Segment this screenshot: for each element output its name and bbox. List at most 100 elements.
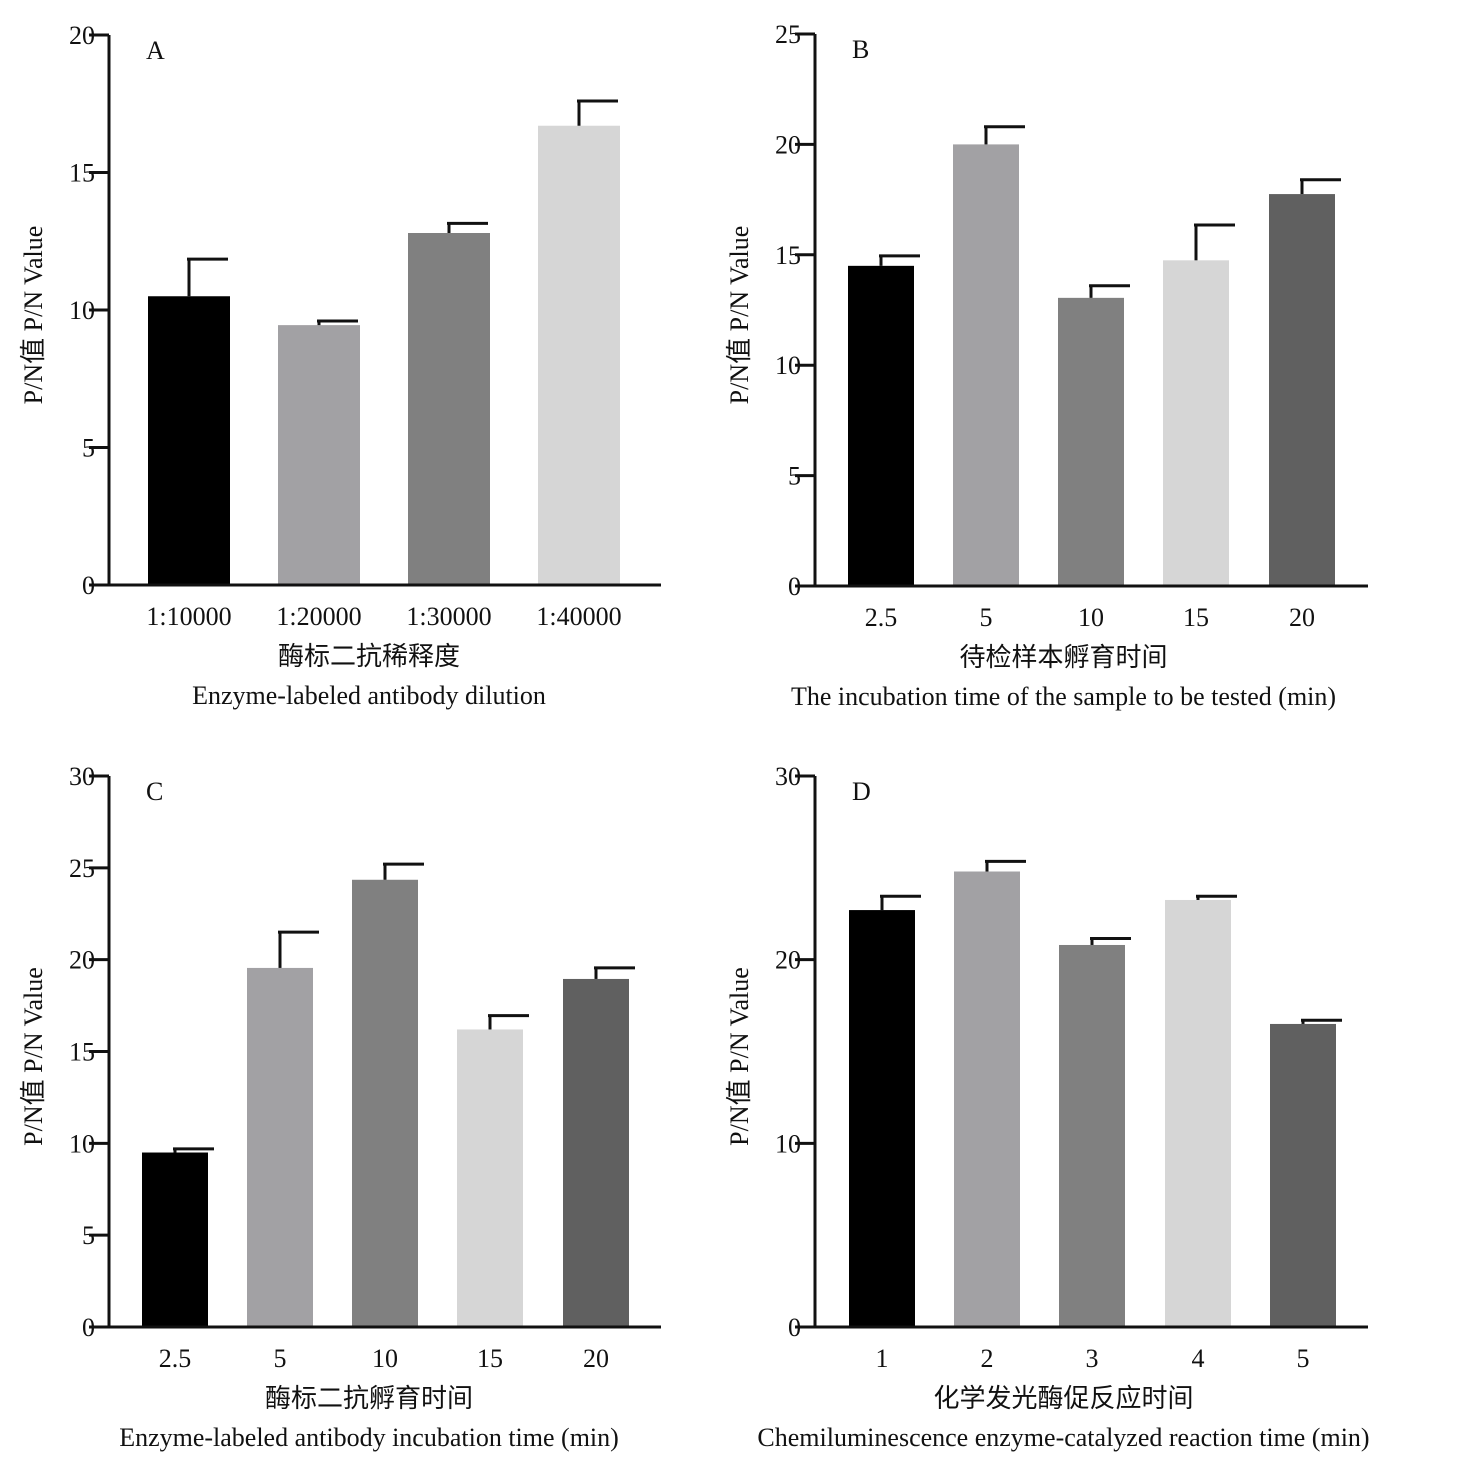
bar-b-2 xyxy=(953,144,1019,586)
error-bar-c-1 xyxy=(173,1147,214,1153)
bar-b-5 xyxy=(1269,194,1335,586)
y-tick-label-a-0: 0 xyxy=(82,571,95,600)
x-tick-label-a-4: 1:40000 xyxy=(536,602,621,631)
x-tick-label-c-2: 5 xyxy=(274,1344,287,1373)
x-tick-label-b-5: 20 xyxy=(1289,603,1315,632)
x-tick-label-b-1: 2.5 xyxy=(865,603,898,632)
panel-c: 0 5 10 15 20 25 30 2.5 5 10 15 20 C 酶标二抗孵育时间 Enzyme-la… xyxy=(19,762,661,1452)
panel-d: 0 10 20 30 1 2 3 4 5 D 化学发光酶促反应时间 Chemiluminescence… xyxy=(725,762,1370,1452)
x-tick-label-c-1: 2.5 xyxy=(159,1344,192,1373)
x-tick-label-c-3: 10 xyxy=(372,1344,398,1373)
bar-a-2 xyxy=(278,325,360,585)
error-bar-a-1 xyxy=(187,257,228,297)
x-axis-title-en-c: Enzyme-labeled antibody incubation time … xyxy=(119,1423,619,1452)
panel-letter-b: B xyxy=(852,35,869,64)
x-tick-label-b-4: 15 xyxy=(1183,603,1209,632)
x-tick-label-b-2: 5 xyxy=(980,603,993,632)
error-bar-c-3 xyxy=(383,862,424,880)
bar-d-2 xyxy=(954,871,1020,1327)
y-tick-label-c-30: 30 xyxy=(69,762,95,791)
error-bar-b-2 xyxy=(984,125,1025,145)
y-tick-label-b-15: 15 xyxy=(775,241,801,270)
y-tick-label-c-0: 0 xyxy=(82,1313,95,1342)
x-tick-label-d-2: 2 xyxy=(981,1344,994,1373)
y-tick-label-b-20: 20 xyxy=(775,130,801,159)
error-bar-c-5 xyxy=(594,966,635,979)
bar-b-1 xyxy=(848,265,914,586)
x-tick-label-b-3: 10 xyxy=(1078,603,1104,632)
error-bar-d-5 xyxy=(1301,1018,1342,1024)
error-bar-a-4 xyxy=(577,99,618,126)
error-bar-a-2 xyxy=(317,319,358,326)
panel-letter-d: D xyxy=(852,777,871,806)
y-tick-label-a-15: 15 xyxy=(69,159,95,188)
error-bar-b-1 xyxy=(879,254,920,266)
x-axis-title-en-b: The incubation time of the sample to be … xyxy=(791,682,1336,711)
bar-b-4 xyxy=(1163,260,1229,586)
error-bar-b-5 xyxy=(1300,178,1341,195)
y-tick-label-b-5: 5 xyxy=(788,462,801,491)
bar-a-3 xyxy=(408,233,490,585)
bar-d-5 xyxy=(1270,1023,1336,1327)
bar-d-3 xyxy=(1059,944,1125,1327)
bar-c-2 xyxy=(247,967,313,1327)
bar-c-4 xyxy=(457,1029,523,1327)
y-tick-label-c-5: 5 xyxy=(82,1221,95,1250)
error-bar-b-3 xyxy=(1089,284,1130,298)
x-tick-label-d-3: 3 xyxy=(1086,1344,1099,1373)
bar-d-4 xyxy=(1165,899,1231,1327)
error-bar-a-3 xyxy=(447,221,488,233)
y-tick-label-c-15: 15 xyxy=(69,1038,95,1067)
bar-c-5 xyxy=(563,978,629,1327)
x-tick-label-a-1: 1:10000 xyxy=(146,602,231,631)
bar-d-1 xyxy=(849,910,915,1327)
x-axis-title-cn-b: 待检样本孵育时间 xyxy=(959,643,1167,672)
bar-c-1 xyxy=(142,1152,208,1327)
x-tick-label-d-5: 5 xyxy=(1297,1344,1310,1373)
y-tick-label-a-10: 10 xyxy=(69,296,95,325)
y-tick-label-a-20: 20 xyxy=(69,21,95,50)
bar-c-3 xyxy=(352,879,418,1327)
error-bar-d-1 xyxy=(880,894,921,911)
y-tick-label-b-0: 0 xyxy=(788,572,801,601)
error-bar-d-3 xyxy=(1090,937,1131,945)
error-bar-c-2 xyxy=(278,930,319,968)
x-axis-title-en-a: Enzyme-labeled antibody dilution xyxy=(192,681,546,710)
panel-letter-a: A xyxy=(146,36,165,65)
y-tick-label-d-10: 10 xyxy=(775,1129,801,1158)
x-axis-title-en-d: Chemiluminescence enzyme-catalyzed react… xyxy=(757,1423,1369,1452)
y-axis-title-c: P/N值 P/N Value xyxy=(19,967,48,1146)
x-axis-title-cn-a: 酶标二抗稀释度 xyxy=(278,642,460,671)
y-tick-label-d-0: 0 xyxy=(788,1313,801,1342)
error-bar-d-2 xyxy=(985,859,1026,872)
y-axis-title-a: P/N值 P/N Value xyxy=(19,226,48,405)
bar-b-3 xyxy=(1058,297,1124,586)
y-tick-label-c-25: 25 xyxy=(69,854,95,883)
y-axis-title-d: P/N值 P/N Value xyxy=(725,967,754,1146)
error-bar-b-4 xyxy=(1194,223,1235,261)
y-tick-label-c-20: 20 xyxy=(69,946,95,975)
y-axis-title-b: P/N值 P/N Value xyxy=(725,226,754,405)
x-tick-label-a-3: 1:30000 xyxy=(406,602,491,631)
x-tick-label-c-5: 20 xyxy=(583,1344,609,1373)
x-tick-label-d-1: 1 xyxy=(876,1344,889,1373)
y-tick-label-b-25: 25 xyxy=(775,20,801,49)
bar-a-4 xyxy=(538,125,620,585)
x-tick-label-d-4: 4 xyxy=(1192,1344,1205,1373)
error-bar-d-4 xyxy=(1196,894,1237,900)
y-tick-label-c-10: 10 xyxy=(69,1129,95,1158)
bar-a-1 xyxy=(148,296,230,585)
x-tick-label-c-4: 15 xyxy=(477,1344,503,1373)
y-tick-label-d-30: 30 xyxy=(775,762,801,791)
y-tick-label-b-10: 10 xyxy=(775,351,801,380)
panel-b: 0 5 10 15 20 25 2.5 5 10 15 20 B 待检样本孵育时间 The incubat… xyxy=(725,20,1368,711)
x-axis-title-cn-c: 酶标二抗孵育时间 xyxy=(265,1384,473,1413)
y-tick-label-a-5: 5 xyxy=(82,434,95,463)
error-bar-c-4 xyxy=(488,1014,529,1030)
panel-a: 0 5 10 15 20 1:10000 1:20000 1:30000 1:40000 A 酶标二… xyxy=(19,21,661,710)
x-axis-title-cn-d: 化学发光酶促反应时间 xyxy=(933,1384,1193,1413)
x-tick-label-a-2: 1:20000 xyxy=(276,602,361,631)
panel-letter-c: C xyxy=(146,777,163,806)
y-tick-label-d-20: 20 xyxy=(775,946,801,975)
